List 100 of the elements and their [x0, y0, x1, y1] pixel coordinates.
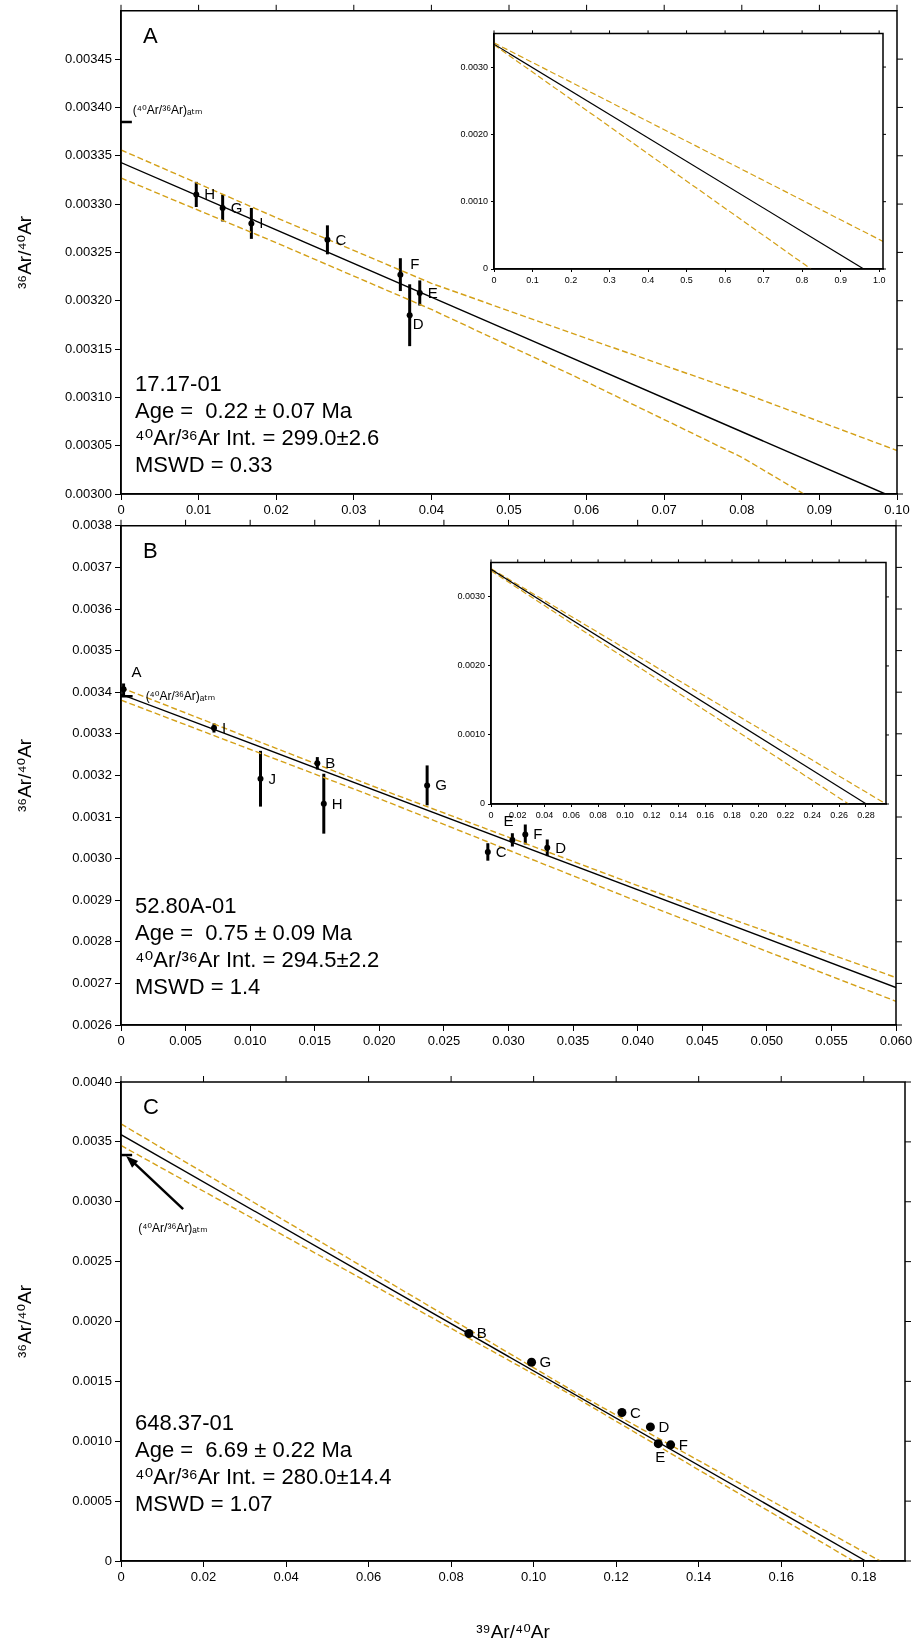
x-tick-label: 0.02: [509, 809, 527, 820]
x-tick-label: 0: [117, 502, 125, 518]
x-tick-label: 0.04: [535, 809, 554, 820]
annotation: H: [331, 794, 343, 812]
annotation: F: [678, 1435, 688, 1453]
x-tick-label: 0.18: [851, 1569, 877, 1585]
annotation: C: [629, 1403, 641, 1421]
x-tick-label: 0.18: [723, 809, 741, 820]
x-tick-label: 0.010: [233, 1033, 267, 1049]
annotation: C: [335, 230, 347, 248]
y-tick-label: 0.0005: [72, 1492, 112, 1508]
annotation: F: [410, 254, 420, 272]
annotation: 17.17-01: [135, 371, 222, 396]
x-tick-label: 0.10: [616, 809, 634, 820]
x-tick-label: 0.12: [642, 809, 661, 820]
annotation: Age = 6.69 ± 0.22 Ma: [135, 1437, 353, 1462]
legend-label: (⁴⁰Ar/³⁶Ar)ₐₜₘ: [145, 689, 216, 704]
x-tick-label: 0.08: [438, 1569, 464, 1585]
x-tick-label: 0.005: [169, 1033, 202, 1049]
x-tick-label: 0.24: [803, 809, 822, 820]
x-tick-label: 0.040: [621, 1033, 654, 1049]
y-tick-label: 0.0026: [72, 1016, 112, 1032]
x-tick-label: 0.050: [750, 1033, 784, 1049]
y-tick-label: 0.0033: [72, 725, 112, 741]
x-tick-label: 1.0: [872, 274, 886, 285]
x-tick-label: 0.025: [427, 1033, 461, 1049]
y-tick-label: 0.00320: [65, 292, 112, 308]
y-tick-label: 0.0010: [72, 1432, 112, 1448]
y-tick-label: 0.0015: [72, 1372, 112, 1388]
x-tick-label: 0: [491, 274, 497, 285]
y-tick-label: 0: [104, 1552, 112, 1568]
annotation: H: [204, 185, 216, 203]
x-tick-label: 0.02: [190, 1569, 217, 1585]
x-tick-label: 0.5: [680, 274, 693, 285]
x-tick-label: 0.05: [496, 502, 522, 518]
y-tick-label: 0.0020: [460, 128, 488, 139]
annotation: J: [268, 769, 276, 787]
x-tick-label: 0.16: [768, 1569, 794, 1585]
y-tick-label: 0.0038: [72, 517, 112, 533]
annotation: Age = 0.75 ± 0.09 Ma: [135, 920, 353, 945]
y-tick-label: 0.0031: [72, 808, 112, 824]
x-tick-label: 0: [117, 1033, 125, 1049]
x-tick-label: 0.04: [418, 502, 445, 518]
y-tick-label: 0.0034: [72, 683, 112, 699]
y-tick-label: 0.00345: [65, 50, 112, 66]
y-tick-label: 0.0035: [72, 1133, 112, 1149]
x-tick-label: 0.20: [750, 809, 768, 820]
x-tick-label: 0.4: [641, 274, 655, 285]
y-tick-label: 0.0027: [72, 974, 112, 990]
x-tick-label: 0.08: [729, 502, 755, 518]
y-tick-label: 0.0010: [460, 196, 488, 207]
x-tick-label: 0.015: [298, 1033, 332, 1049]
annotation: A: [131, 663, 142, 681]
text: B: [143, 537, 158, 563]
y-tick-label: 0.00325: [65, 243, 112, 259]
x-tick-label: 0.01: [185, 502, 212, 518]
annotation: ⁴⁰Ar/³⁶Ar Int. = 294.5±2.2: [135, 947, 380, 972]
annotation: MSWD = 0.33: [135, 452, 273, 477]
y-tick-label: 0.0035: [72, 642, 112, 658]
x-tick-label: 0.04: [273, 1569, 299, 1585]
annotation: ⁴⁰Ar/³⁶Ar Int. = 280.0±14.4: [135, 1464, 392, 1489]
y-tick-label: 0.0040: [72, 1073, 112, 1089]
x-tick-label: 0.7: [757, 274, 770, 285]
y-tick-label: 0.0020: [72, 1313, 112, 1329]
text: C: [143, 1094, 159, 1119]
x-tick-label: 0.030: [492, 1033, 525, 1049]
annotation: G: [230, 198, 243, 216]
annotation: 648.37-01: [135, 1410, 235, 1435]
y-axis-title: ³⁶Ar/⁴⁰Ar: [13, 1284, 35, 1359]
annotation: I: [222, 718, 227, 736]
y-tick-label: 0: [479, 798, 485, 809]
annotation: D: [658, 1417, 670, 1435]
y-tick-label: 0.0030: [72, 1193, 112, 1209]
annotation: 52.80A-01: [135, 893, 237, 918]
x-tick-label: 0.28: [857, 809, 875, 820]
annotation: F: [533, 825, 543, 843]
x-tick-label: 0.02: [263, 502, 289, 518]
x-tick-label: 0.10: [520, 1569, 547, 1585]
y-tick-label: 0.0029: [72, 891, 112, 907]
annotation: G: [435, 776, 447, 794]
x-tick-label: 0.2: [564, 274, 578, 285]
y-tick-label: 0.00315: [65, 340, 112, 356]
x-tick-label: 0.035: [556, 1033, 590, 1049]
annotation: D: [412, 315, 424, 333]
x-tick-label: 0.8: [795, 274, 809, 285]
x-tick-label: 0.045: [685, 1033, 719, 1049]
y-tick-label: 0: [482, 263, 488, 274]
annotation: ⁴⁰Ar/³⁶Ar Int. = 299.0±2.6: [135, 425, 380, 450]
x-tick-label: 0.12: [603, 1569, 629, 1585]
x-tick-label: 0.1: [526, 274, 539, 285]
text: (⁴⁰Ar/³⁶Ar)ₐₜₘ: [138, 1221, 208, 1236]
annotation: C: [495, 842, 507, 860]
annotation: MSWD = 1.4: [135, 974, 261, 999]
y-axis-title: ³⁶Ar/⁴⁰Ar: [13, 215, 35, 290]
legend-label: (⁴⁰Ar/³⁶Ar)ₐₜₘ: [132, 102, 203, 117]
y-tick-label: 0.0028: [72, 933, 112, 949]
y-axis-title: ³⁶Ar/⁴⁰Ar: [13, 738, 35, 813]
annotation: B: [325, 754, 336, 772]
x-tick-label: 0.06: [355, 1569, 382, 1585]
x-tick-label: 0.14: [686, 1569, 712, 1585]
